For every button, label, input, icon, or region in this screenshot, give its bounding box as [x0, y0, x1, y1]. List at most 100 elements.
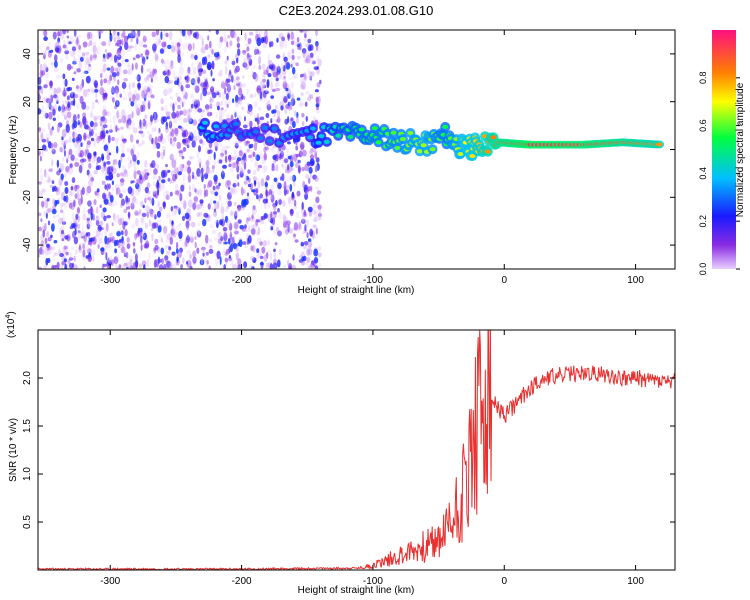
heatmap-cell [151, 233, 154, 241]
heatmap-cell [254, 152, 257, 161]
heatmap-cell [185, 84, 191, 89]
heatmap-cell [295, 211, 300, 219]
heatmap-cell [275, 164, 279, 172]
heatmap-cell [197, 203, 203, 210]
heatmap-cell [233, 229, 236, 233]
heatmap-cell [146, 74, 150, 80]
heatmap-cell [243, 57, 247, 67]
signal-band-core [490, 135, 497, 140]
heatmap-cell [313, 66, 319, 71]
heatmap-cell [136, 212, 141, 216]
heatmap-cell [68, 65, 74, 70]
heatmap-cell [169, 218, 172, 225]
heatmap-cell [79, 85, 83, 93]
heatmap-cell [155, 30, 160, 36]
heatmap-cell [185, 220, 190, 229]
heatmap-cell [247, 183, 252, 188]
heatmap-cell [116, 214, 120, 219]
heatmap-cell [132, 154, 137, 162]
heatmap-cell [244, 245, 248, 248]
heatmap-cell [131, 82, 136, 88]
signal-band-core [484, 149, 491, 154]
snr-series [38, 330, 675, 570]
heatmap-cell [89, 54, 93, 62]
heatmap-cell [128, 122, 131, 131]
heatmap-cell [132, 160, 137, 168]
heatmap-cell [116, 189, 122, 196]
heatmap-cell [113, 67, 119, 72]
heatmap-cell [154, 136, 158, 146]
heatmap-cell [177, 54, 181, 63]
heatmap-cell [93, 116, 98, 121]
heatmap-cell [279, 40, 284, 50]
heatmap-cell [221, 79, 225, 85]
heatmap-cell [283, 158, 289, 164]
heatmap-cell [313, 248, 319, 257]
heatmap-cell [241, 168, 245, 173]
heatmap-cell [232, 98, 235, 103]
heatmap-cell [200, 92, 203, 101]
heatmap-cell [285, 161, 288, 171]
heatmap-cell [81, 52, 86, 56]
heatmap-cell [145, 49, 150, 58]
heatmap-cell [117, 52, 121, 58]
heatmap-cell [295, 145, 299, 151]
heatmap-cell [72, 131, 75, 139]
heatmap-cell [251, 189, 256, 193]
heatmap-cell [241, 83, 246, 88]
heatmap-cell [43, 84, 48, 89]
heatmap-cell [53, 44, 57, 49]
y-tick-label: 2.0 [22, 371, 33, 385]
heatmap-cell [211, 165, 215, 170]
heatmap-cell [261, 86, 264, 94]
heatmap-cell [213, 151, 216, 160]
heatmap-cell [236, 157, 242, 162]
heatmap-cell [38, 199, 41, 206]
heatmap-cell [184, 92, 188, 100]
heatmap-cell [148, 121, 152, 127]
heatmap-cell [313, 147, 318, 154]
heatmap-cell [266, 175, 270, 181]
heatmap-cell [99, 118, 103, 127]
heatmap-cell [211, 96, 214, 103]
heatmap-cell [150, 77, 153, 83]
heatmap-cell [286, 220, 291, 226]
heatmap-cell [284, 58, 288, 67]
heatmap-cell [103, 198, 109, 205]
heatmap-cell [208, 30, 212, 33]
heatmap-cell [79, 121, 82, 128]
heatmap-cell [114, 85, 120, 94]
heatmap-cell [292, 66, 296, 75]
heatmap-cell [97, 100, 100, 105]
snr-panel: -300 -200 -100 0 100 0.51.01.52.0 Height of … [5, 311, 676, 596]
colorbar-label: Normalized spectral amplitude [735, 82, 746, 217]
signal-band-core [399, 137, 406, 142]
heatmap-cell [200, 167, 204, 174]
heatmap-cell [49, 178, 53, 182]
heatmap-cell [251, 224, 255, 230]
heatmap-cell [149, 71, 154, 79]
heatmap-cell [189, 93, 194, 99]
heatmap-cell [129, 97, 132, 102]
heatmap-cell [192, 202, 197, 211]
heatmap-cell [103, 161, 107, 168]
heatmap-cell [92, 41, 97, 46]
heatmap-cell [271, 217, 276, 225]
heatmap-cell [101, 41, 107, 47]
heatmap-cell [115, 187, 119, 195]
heatmap-cell [190, 53, 194, 61]
heatmap-cell [82, 88, 88, 97]
heatmap-cell [61, 31, 64, 41]
heatmap-cell [140, 244, 143, 251]
heatmap-cell [207, 64, 212, 70]
heatmap-cell [121, 57, 125, 65]
heatmap-cell [155, 41, 160, 46]
heatmap-cell [144, 84, 149, 93]
heatmap-cell [38, 181, 42, 185]
heatmap-cell [176, 225, 181, 230]
heatmap-cell [199, 161, 202, 169]
heatmap-cell [210, 190, 215, 195]
heatmap-cell [283, 181, 287, 190]
heatmap-cell [301, 48, 307, 54]
heatmap-cell [174, 113, 177, 118]
